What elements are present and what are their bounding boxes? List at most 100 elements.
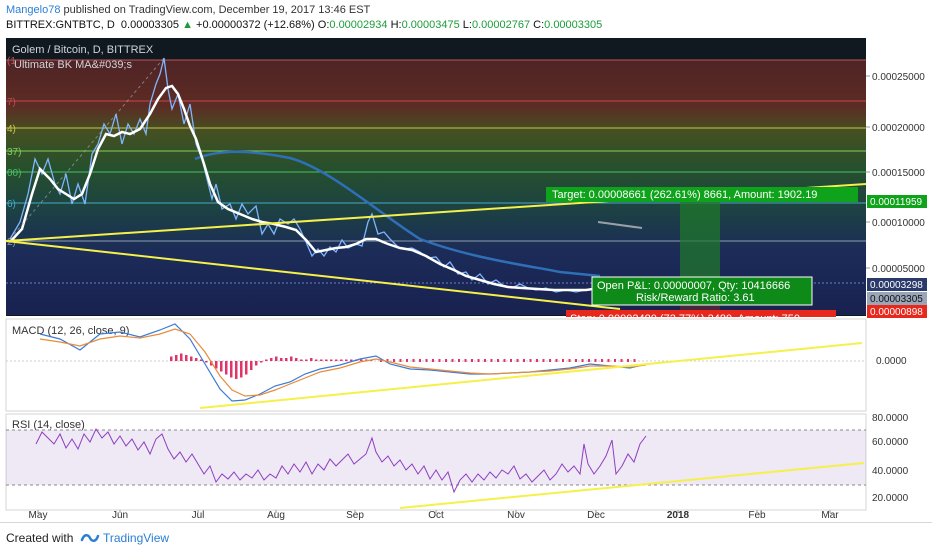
macd-histogram-bar bbox=[627, 359, 629, 362]
macd-histogram-bar bbox=[406, 359, 408, 362]
macd-histogram-bar bbox=[516, 359, 519, 362]
macd-histogram-bar bbox=[445, 359, 447, 362]
macd-histogram bbox=[170, 353, 636, 379]
macd-histogram-bar bbox=[315, 359, 318, 361]
macd-histogram-bar bbox=[575, 359, 577, 362]
macd-histogram-bar bbox=[170, 356, 173, 361]
macd-histogram-bar bbox=[601, 359, 603, 362]
macd-histogram-bar bbox=[523, 359, 525, 362]
macd-histogram-bar bbox=[549, 359, 551, 362]
y-tick-label: 0.00025000 bbox=[872, 72, 925, 83]
close-value: 0.00003305 bbox=[544, 19, 603, 31]
price-change: +0.00000372 (+12.68%) bbox=[196, 19, 315, 31]
macd-histogram-bar bbox=[325, 359, 328, 361]
macd-histogram-bar bbox=[200, 359, 203, 361]
tradingview-logo-icon bbox=[80, 530, 100, 547]
macd-histogram-bar bbox=[340, 359, 343, 361]
created-with-text: Created with bbox=[6, 531, 74, 545]
macd-histogram-bar bbox=[280, 358, 283, 361]
macd-histogram-bar bbox=[320, 359, 323, 361]
macd-histogram-bar bbox=[529, 359, 532, 362]
macd-histogram-bar bbox=[542, 359, 545, 362]
high-value: 0.00003475 bbox=[401, 19, 460, 31]
time-axis[interactable]: May Jun Jul Aug Sep Oct Nov Dec 2018 Feb Mar bbox=[29, 510, 840, 521]
macd-histogram-bar bbox=[210, 361, 213, 366]
tradingview-link[interactable]: TradingView bbox=[103, 531, 170, 545]
macd-histogram-bar bbox=[412, 359, 415, 362]
macd-histogram-bar bbox=[620, 359, 623, 362]
macd-histogram-bar bbox=[295, 358, 298, 361]
stop-label: Stop: 0.00002480 (72.77%) 2480, Amount: … bbox=[566, 310, 836, 317]
author-link[interactable]: Mangelo78 bbox=[6, 4, 61, 16]
macd-histogram-bar bbox=[594, 359, 597, 362]
main-y-axis[interactable]: 0.00025000 0.00020000 0.00015000 0.00010000… bbox=[866, 72, 925, 275]
badge-last: 0.00003305 bbox=[870, 294, 923, 305]
main-pane-title: Golem / Bitcoin, D, BITTREX bbox=[12, 44, 154, 56]
y-tick-label: 0.00005000 bbox=[872, 264, 925, 275]
x-tick-label: Jul bbox=[192, 510, 205, 521]
y-tick-label: 0.00020000 bbox=[872, 123, 925, 134]
macd-y-axis[interactable]: 0.0000 bbox=[876, 356, 907, 367]
ohlc-header: BITTREX:GNTBTC, D 0.00003305 ▲ +0.000003… bbox=[6, 19, 602, 31]
macd-histogram-bar bbox=[536, 359, 538, 362]
x-tick-label: Nov bbox=[507, 510, 525, 521]
low-value: 0.00002767 bbox=[471, 19, 531, 31]
macd-histogram-bar bbox=[230, 361, 233, 378]
chart-area[interactable]: (1 7) 4) 37) 00) 6) 2) Target: 0.0000866… bbox=[0, 34, 932, 524]
rsi-y-tick-label: 20.0000 bbox=[872, 493, 909, 504]
macd-histogram-bar bbox=[425, 359, 428, 362]
macd-histogram-bar bbox=[568, 359, 571, 362]
macd-histogram-bar bbox=[510, 359, 512, 362]
badge-entry: 0.00003298 bbox=[870, 280, 923, 291]
macd-histogram-bar bbox=[614, 359, 616, 362]
rsi-trendline bbox=[399, 462, 865, 509]
low-label: L: bbox=[462, 19, 472, 31]
rsi-pane-title: RSI (14, close) bbox=[12, 419, 85, 431]
macd-histogram-bar bbox=[275, 356, 278, 361]
macd-histogram-bar bbox=[503, 359, 506, 362]
x-tick-label: Oct bbox=[428, 510, 444, 521]
macd-histogram-bar bbox=[451, 359, 454, 362]
rsi-line bbox=[35, 427, 647, 494]
fib-label: 6) bbox=[7, 199, 16, 210]
macd-histogram-bar bbox=[310, 358, 313, 361]
macd-histogram-bar bbox=[205, 361, 208, 363]
rsi-y-axis[interactable]: 80.0000 60.0000 40.0000 20.0000 bbox=[872, 413, 909, 504]
macd-histogram-bar bbox=[350, 359, 353, 361]
ma-grey-segment bbox=[597, 221, 643, 229]
macd-histogram-bar bbox=[607, 359, 610, 362]
fib-label: (1 bbox=[7, 56, 16, 67]
macd-histogram-bar bbox=[335, 359, 338, 361]
rsi-band bbox=[6, 430, 866, 485]
macd-histogram-bar bbox=[305, 359, 308, 361]
macd-histogram-bar bbox=[438, 359, 441, 362]
fib-label: 4) bbox=[7, 124, 16, 135]
macd-histogram-bar bbox=[225, 361, 228, 375]
macd-histogram-bar bbox=[250, 361, 253, 370]
macd-histogram-bar bbox=[185, 355, 188, 361]
x-tick-label: Jun bbox=[112, 510, 128, 521]
macd-histogram-bar bbox=[245, 361, 248, 375]
rsi-y-tick-label: 80.0000 bbox=[872, 413, 909, 424]
footer: Created with TradingView bbox=[0, 522, 932, 551]
badge-stop: 0.00000898 bbox=[870, 307, 923, 318]
macd-histogram-bar bbox=[240, 361, 243, 378]
x-tick-label: 2018 bbox=[667, 510, 690, 521]
macd-histogram-bar bbox=[458, 359, 460, 362]
macd-histogram-bar bbox=[285, 358, 288, 361]
macd-histogram-bar bbox=[190, 356, 193, 361]
fib-label: 7) bbox=[7, 97, 16, 108]
price-badges: 0.00011959 0.00003298 0.00003305 0.00000… bbox=[867, 195, 927, 318]
y-tick-label: 0.00015000 bbox=[872, 168, 925, 179]
macd-histogram-bar bbox=[471, 359, 473, 362]
signal-line bbox=[39, 328, 647, 397]
close-label: C: bbox=[533, 19, 545, 31]
x-tick-label: Aug bbox=[267, 510, 285, 521]
macd-histogram-bar bbox=[581, 359, 584, 362]
open-label: O: bbox=[317, 19, 330, 31]
lower-trendline bbox=[5, 240, 621, 310]
macd-histogram-bar bbox=[175, 355, 178, 361]
macd-histogram-bar bbox=[399, 359, 402, 362]
indicator-label: Ultimate BK MA&#039;s bbox=[14, 59, 132, 71]
last-price: 0.00003305 bbox=[120, 19, 180, 31]
